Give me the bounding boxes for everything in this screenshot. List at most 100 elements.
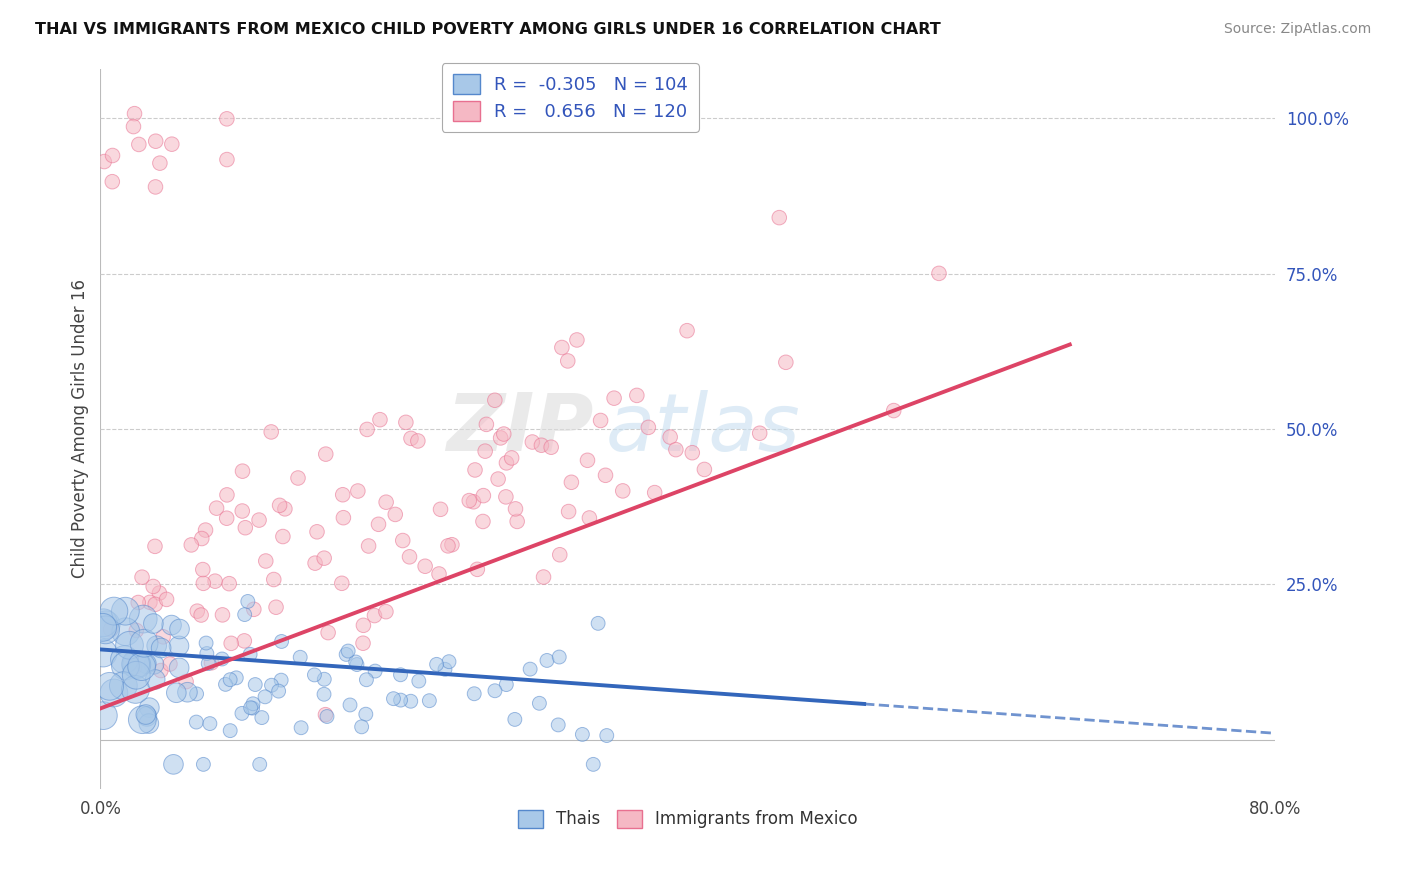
Point — [243, 602, 266, 616]
Point — [233, 633, 256, 648]
Point — [495, 490, 517, 504]
Point — [93, 154, 115, 169]
Point — [225, 671, 247, 685]
Point — [236, 594, 259, 608]
Point — [314, 551, 336, 566]
Point — [471, 515, 494, 529]
Point — [495, 456, 517, 470]
Point — [245, 677, 267, 691]
Point — [501, 450, 523, 465]
Point — [503, 713, 526, 727]
Point — [135, 707, 157, 722]
Point — [254, 554, 277, 568]
Point — [114, 659, 136, 673]
Point — [138, 716, 160, 731]
Legend: Thais, Immigrants from Mexico: Thais, Immigrants from Mexico — [512, 803, 865, 835]
Point — [346, 657, 368, 672]
Point — [548, 650, 571, 665]
Point — [98, 679, 121, 693]
Point — [463, 687, 485, 701]
Point — [215, 511, 238, 525]
Point — [135, 657, 157, 671]
Point — [506, 515, 529, 529]
Point — [578, 511, 600, 525]
Point — [637, 420, 659, 434]
Point — [149, 664, 172, 678]
Point — [693, 462, 716, 476]
Point — [127, 595, 149, 609]
Point — [155, 592, 177, 607]
Point — [332, 488, 354, 502]
Point — [486, 472, 509, 486]
Point — [368, 412, 391, 426]
Point — [231, 706, 253, 721]
Point — [219, 723, 242, 738]
Point — [582, 757, 605, 772]
Point — [263, 573, 285, 587]
Point — [382, 691, 405, 706]
Point — [132, 636, 155, 650]
Point — [186, 687, 208, 701]
Point — [389, 693, 412, 707]
Point — [160, 618, 183, 632]
Point — [270, 634, 292, 648]
Point — [131, 659, 153, 673]
Point — [437, 539, 460, 553]
Point — [142, 616, 165, 631]
Point — [484, 393, 506, 408]
Point — [143, 539, 166, 553]
Point — [586, 616, 609, 631]
Point — [576, 453, 599, 467]
Point — [160, 137, 183, 152]
Point — [413, 559, 436, 574]
Point — [314, 707, 336, 722]
Point — [364, 664, 387, 678]
Point — [186, 715, 208, 730]
Point — [231, 464, 253, 478]
Point — [124, 682, 146, 697]
Point — [519, 662, 541, 676]
Point — [186, 604, 208, 618]
Point — [122, 120, 145, 134]
Point — [233, 521, 256, 535]
Point — [540, 440, 562, 454]
Point — [215, 153, 238, 167]
Point — [267, 684, 290, 698]
Point — [418, 694, 440, 708]
Point — [200, 656, 222, 670]
Point — [242, 697, 264, 711]
Point — [626, 388, 648, 402]
Point — [219, 673, 242, 687]
Point — [270, 673, 292, 688]
Point — [547, 718, 569, 732]
Point — [124, 660, 146, 674]
Point — [143, 673, 166, 687]
Point — [316, 625, 339, 640]
Point — [357, 539, 380, 553]
Point — [290, 721, 312, 735]
Text: Source: ZipAtlas.com: Source: ZipAtlas.com — [1223, 22, 1371, 37]
Point — [437, 655, 460, 669]
Point — [344, 655, 367, 669]
Point — [103, 686, 125, 700]
Point — [529, 696, 551, 710]
Point — [398, 549, 420, 564]
Point — [142, 657, 165, 672]
Point — [231, 504, 253, 518]
Point — [406, 434, 429, 448]
Point — [433, 662, 456, 676]
Text: THAI VS IMMIGRANTS FROM MEXICO CHILD POVERTY AMONG GIRLS UNDER 16 CORRELATION CH: THAI VS IMMIGRANTS FROM MEXICO CHILD POV… — [35, 22, 941, 37]
Point — [191, 563, 214, 577]
Point — [91, 620, 114, 634]
Point — [489, 431, 512, 445]
Point — [233, 607, 256, 622]
Point — [211, 652, 233, 666]
Point — [142, 579, 165, 593]
Point — [239, 648, 262, 662]
Point — [659, 430, 682, 444]
Point — [314, 672, 336, 686]
Point — [472, 489, 495, 503]
Point — [205, 501, 228, 516]
Point — [533, 570, 555, 584]
Point — [149, 156, 172, 170]
